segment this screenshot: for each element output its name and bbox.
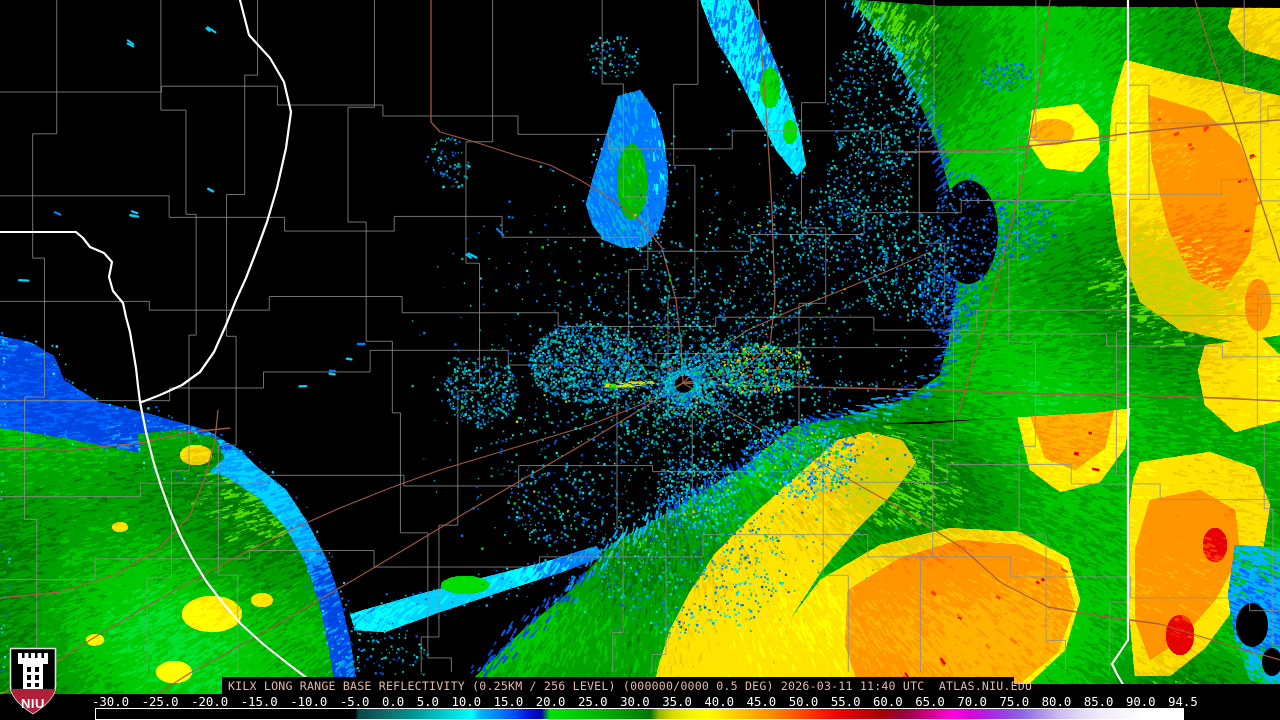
- niu-logo-text: NIU: [21, 696, 45, 711]
- colorbar-tick-label: 80.0: [1041, 695, 1072, 709]
- colorbar-tick-label: 35.0: [662, 695, 692, 709]
- colorbar-tick-label: 20.0: [535, 695, 566, 709]
- colorbar-tick-label: 15.0: [493, 695, 524, 709]
- colorbar-tick-label: 60.0: [873, 695, 903, 709]
- colorbar-tick-label: -25.0: [141, 695, 179, 709]
- colorbar-tick-label: 94.5: [1168, 695, 1198, 709]
- colorbar-tick-label: -5.0: [339, 695, 370, 709]
- colorbar-tick-label: 0.0: [381, 695, 405, 709]
- colorbar-tick-label: -10.0: [290, 695, 328, 709]
- caption-bar: KILX LONG RANGE BASE REFLECTIVITY (0.25K…: [228, 679, 1033, 693]
- colorbar-tick-label: 50.0: [788, 695, 819, 709]
- colorbar-tick-label: 5.0: [416, 695, 439, 709]
- colorbar-tick-label: 70.0: [957, 695, 987, 709]
- colorbar-tick-label: 75.0: [999, 695, 1030, 709]
- colorbar-tick-label: 10.0: [451, 695, 482, 709]
- reflectivity-colorbar: [95, 708, 1184, 720]
- colorbar-tick-label: 65.0: [915, 695, 945, 709]
- colorbar-tick-label: 25.0: [577, 695, 608, 709]
- colorbar-tick-label: 30.0: [620, 695, 650, 709]
- colorbar-tick-label: -20.0: [191, 695, 229, 709]
- colorbar-tick-label: 90.0: [1125, 695, 1156, 709]
- colorbar-tick-label: 55.0: [830, 695, 861, 709]
- colorbar-tick-label: -30.0: [92, 695, 130, 709]
- colorbar-tick-labels: -30.0 -25.0 -20.0 -15.0 -10.0 -5.0 0.0 5.0 10.0 1…: [92, 695, 1198, 709]
- niu-castle-icon: [18, 653, 48, 689]
- colorbar-tick-label: 85.0: [1083, 695, 1114, 709]
- colorbar-tick-label: -15.0: [240, 695, 278, 709]
- niu-logo: NIU: [9, 647, 57, 715]
- colorbar-tick-label: 40.0: [704, 695, 735, 709]
- colorbar-tick-label: 45.0: [746, 695, 777, 709]
